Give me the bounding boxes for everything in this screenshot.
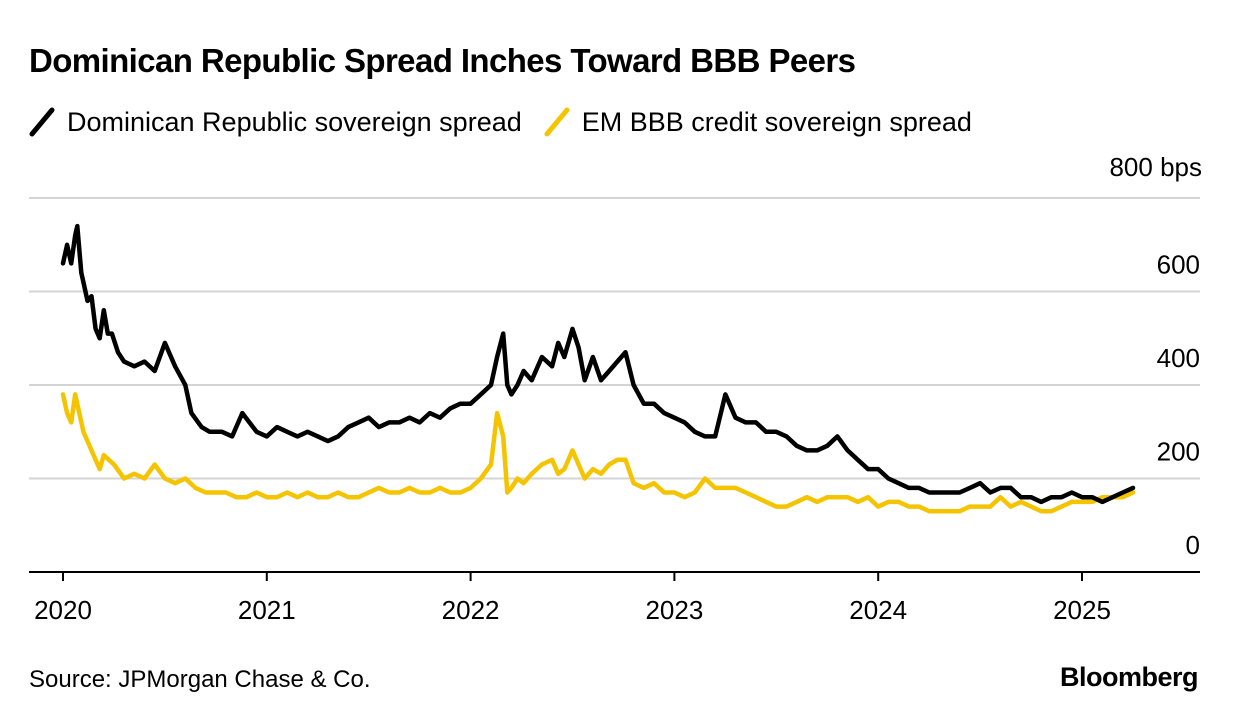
x-tick-label-2022: 2022 (442, 595, 500, 625)
chart-title: Dominican Republic Spread Inches Toward … (29, 42, 856, 79)
legend-swatch-yellow-icon (544, 107, 570, 137)
x-tick-label-2021: 2021 (238, 595, 296, 625)
y-axis-unit-label: 800 bps (1109, 152, 1202, 182)
legend-label-em-bbb: EM BBB credit sovereign spread (581, 106, 972, 137)
y-tick-label-0: 0 (1186, 530, 1200, 560)
legend: Dominican Republic sovereign spread EM B… (29, 104, 994, 140)
y-tick-label-400: 400 (1157, 343, 1200, 373)
x-tick-label-2025: 2025 (1053, 595, 1111, 625)
x-tick-label-2020: 2020 (34, 595, 92, 625)
legend-item-em-bbb: EM BBB credit sovereign spread (544, 107, 972, 138)
y-tick-label-600: 600 (1157, 250, 1200, 280)
x-tick-label-2023: 2023 (645, 595, 703, 625)
series-line-em-bbb-credit-sovereign-spread (60, 392, 1136, 514)
x-tick-label-2024: 2024 (849, 595, 907, 625)
legend-swatch-black-icon (29, 107, 55, 137)
bloomberg-logo: Bloomberg (1059, 662, 1199, 692)
series-line-dominican-republic-sovereign-spread (60, 223, 1136, 505)
y-tick-label-200: 200 (1157, 437, 1200, 467)
legend-item-dominican-republic: Dominican Republic sovereign spread (29, 107, 522, 138)
legend-label-dominican-republic: Dominican Republic sovereign spread (67, 106, 522, 137)
source-note: Source: JPMorgan Chase & Co. (29, 666, 371, 693)
